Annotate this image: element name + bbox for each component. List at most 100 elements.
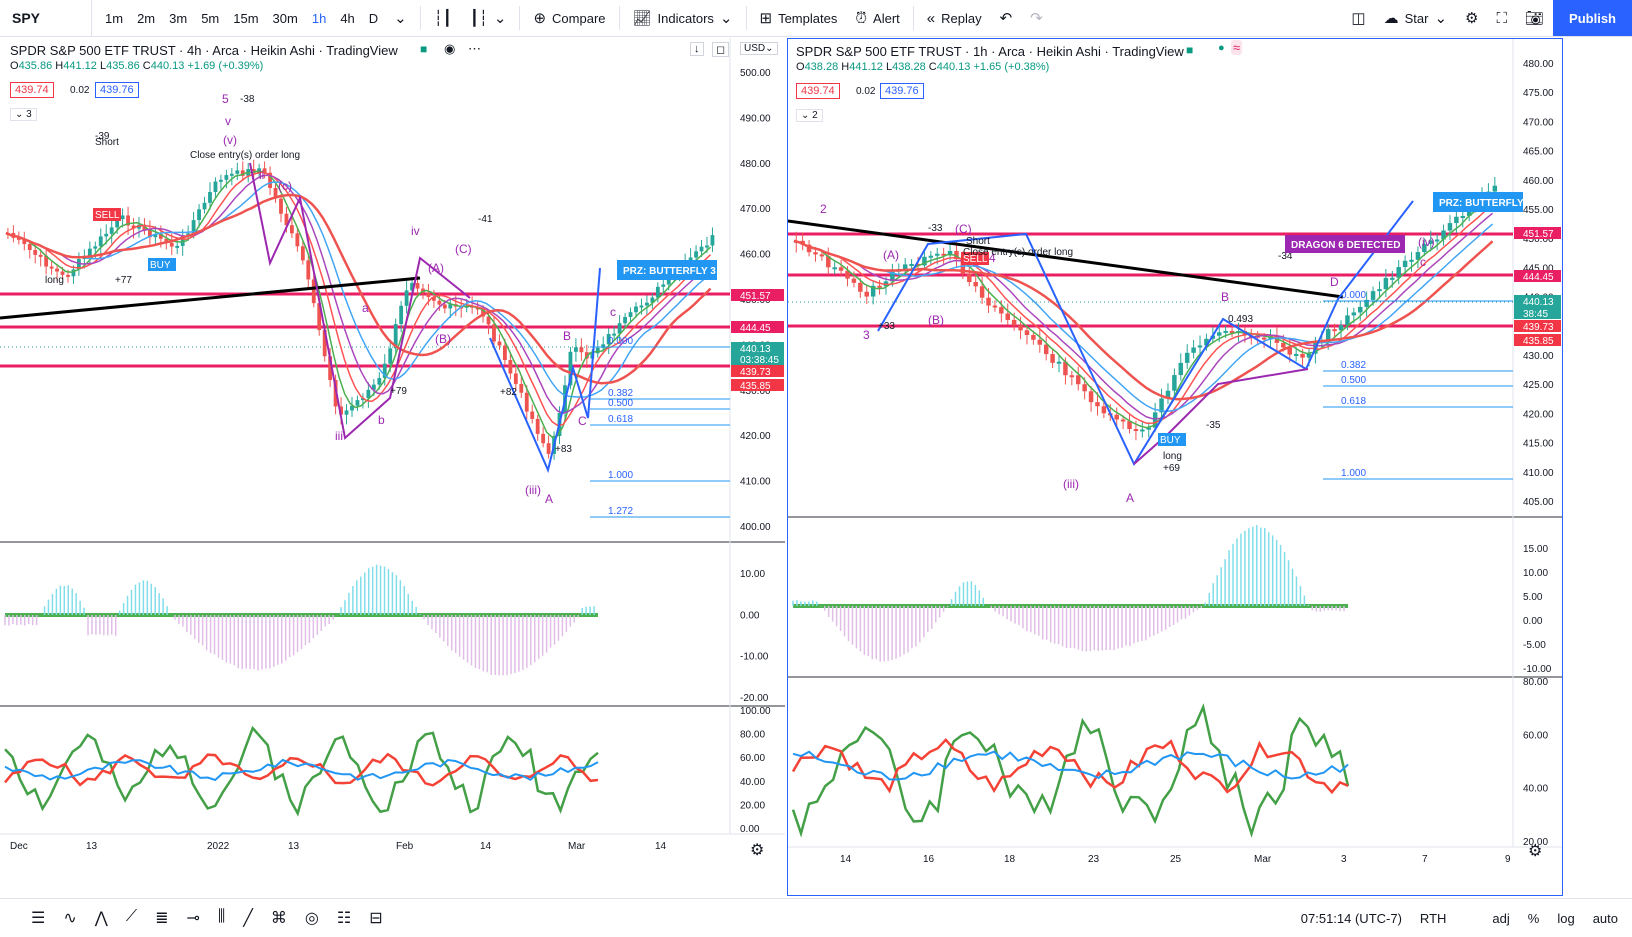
rsi-line xyxy=(4,758,599,782)
replay-button[interactable]: « Replay xyxy=(918,0,991,36)
horizontal-line-icon[interactable]: ⊸ xyxy=(186,910,200,927)
undo-button[interactable]: ↶ xyxy=(991,0,1022,36)
right-chart-canvas[interactable]: 480.00475.00470.00465.00460.00455.00450.… xyxy=(788,39,1562,895)
auto-toggle[interactable]: auto xyxy=(1592,910,1618,926)
trend-line-icon[interactable]: ⟋ xyxy=(125,908,138,925)
adj-toggle[interactable]: adj xyxy=(1492,910,1510,926)
fib-icon[interactable]: ≣ xyxy=(155,910,169,927)
line-icon[interactable]: ╱ xyxy=(243,910,253,927)
timeframe-15m[interactable]: 15m xyxy=(233,10,259,26)
time-axis-label: 25 xyxy=(1170,854,1182,865)
data-approx-icon[interactable]: ≈ xyxy=(1231,40,1243,55)
timeframe-5m[interactable]: 5m xyxy=(201,10,220,26)
symbol-search[interactable]: SPY xyxy=(0,0,92,36)
right-chart-panel[interactable]: 480.00 475.00 470.00 465.00 460.00 455.00 450.… xyxy=(787,38,1563,896)
chevron-down-icon: ⌄ xyxy=(765,43,774,54)
layout-name-button[interactable]: ☁︎ Star ⌄ xyxy=(1375,0,1456,36)
ruler-icon[interactable]: ⫼ xyxy=(217,908,226,925)
candle-body xyxy=(579,347,584,353)
currency-label: USD xyxy=(744,43,766,54)
timeframe-30m[interactable]: 30m xyxy=(272,10,298,26)
candle-body xyxy=(1018,325,1023,331)
scroll-down-button[interactable]: ↓ xyxy=(690,42,704,56)
maximize-pane-button[interactable]: ◻ xyxy=(712,42,730,57)
templates-button[interactable]: ⊞ Templates xyxy=(751,0,847,36)
wave-label: (v) xyxy=(223,133,237,147)
compare-button[interactable]: ⊕ Compare xyxy=(524,0,614,36)
candle-body xyxy=(639,305,644,308)
left-chart-panel[interactable]: 500.00490.00480.00470.00460.00450.00440.… xyxy=(0,38,785,896)
more-icon[interactable]: ⋯ xyxy=(468,41,481,56)
bid-price-box[interactable]: 439.74 xyxy=(796,83,840,99)
harmonic-pattern-line xyxy=(489,267,601,474)
candle-body xyxy=(1358,306,1363,313)
percent-toggle[interactable]: % xyxy=(1527,910,1540,926)
timeframe-3m[interactable]: 3m xyxy=(169,10,188,26)
timeframe-1h[interactable]: 1h xyxy=(311,10,327,26)
layout-button[interactable]: ◫ xyxy=(1342,0,1374,36)
candle-body xyxy=(1133,429,1139,432)
left-chart-title[interactable]: SPDR S&P 500 ETF TRUST · 4h · Arca · Hei… xyxy=(10,43,398,58)
abc-wave-icon[interactable]: ∿ xyxy=(63,910,77,927)
price-tag-box xyxy=(1514,270,1561,282)
candle-body xyxy=(999,307,1004,314)
candle-body xyxy=(1217,332,1222,336)
redo-button[interactable]: ↷ xyxy=(1021,0,1052,36)
session-toggle[interactable]: RTH xyxy=(1419,910,1447,926)
wave-label: a xyxy=(362,301,369,315)
measure-icon[interactable]: ⊟ xyxy=(369,910,383,927)
chart-settings-gear-icon[interactable]: ⚙︎ xyxy=(1528,843,1543,860)
bid-price-box[interactable]: 439.74 xyxy=(10,82,54,98)
candle-body xyxy=(399,305,404,325)
timeframe-2m[interactable]: 2m xyxy=(137,10,156,26)
snapshot-button[interactable]: 📷︎ xyxy=(1516,0,1553,36)
bar-style-button[interactable]: ┆┃ xyxy=(425,0,461,36)
left-chart-canvas[interactable]: 500.00490.00480.00470.00460.00450.00440.… xyxy=(0,38,785,896)
collapse-indicators-button[interactable]: ⌄ 2 xyxy=(796,109,823,122)
candle-body xyxy=(1076,375,1081,385)
log-toggle[interactable]: log xyxy=(1557,910,1575,926)
candle-body xyxy=(350,405,354,411)
chart-settings-gear-icon[interactable]: ⚙︎ xyxy=(750,842,765,859)
candle-body xyxy=(858,282,863,292)
time-axis-label: Mar xyxy=(568,841,586,852)
ohlc-high: 441.12 xyxy=(63,60,97,72)
right-chart-title[interactable]: SPDR S&P 500 ETF TRUST · 1h · Arca · Hei… xyxy=(796,44,1184,59)
pattern-icon[interactable]: ⌘ xyxy=(270,910,287,927)
chart-type-button[interactable]: ┃┆ ⌄ xyxy=(461,0,516,36)
candle-body xyxy=(1082,384,1087,392)
timeframe-4h[interactable]: 4h xyxy=(340,10,355,26)
moving-average-line xyxy=(793,195,1494,429)
candle-body xyxy=(49,266,54,269)
timeframe-D[interactable]: D xyxy=(368,10,379,26)
currency-button[interactable]: USD⌄ xyxy=(740,42,778,55)
candle-body xyxy=(1101,406,1107,414)
osc-axis-label: 5.00 xyxy=(1523,592,1543,603)
clock-time[interactable]: 07:51:14 (UTC-7) xyxy=(1300,910,1402,926)
elliott-wave-icon[interactable]: ⋀ xyxy=(94,910,108,927)
menu-icon[interactable]: ☰ xyxy=(31,910,46,927)
candle-body xyxy=(432,297,436,301)
alert-button[interactable]: ⏰︎ Alert xyxy=(846,0,908,36)
candle-body xyxy=(813,252,818,255)
interval-dropdown[interactable]: ⌄ xyxy=(385,0,416,36)
candle-body xyxy=(1300,353,1305,358)
prz-label-box xyxy=(617,260,717,280)
candle-body xyxy=(148,230,152,238)
eye-icon[interactable]: ◉ xyxy=(444,41,456,56)
timeframe-1m[interactable]: 1m xyxy=(105,10,124,26)
candle-body xyxy=(55,268,59,272)
indicators-button[interactable]: 📈︎ Indicators ⌄ xyxy=(624,0,742,36)
candle-body xyxy=(33,249,38,255)
forecast-icon[interactable]: ☷ xyxy=(336,910,352,927)
publish-button[interactable]: Publish xyxy=(1553,0,1632,36)
collapse-indicators-button[interactable]: ⌄ 3 xyxy=(10,108,37,121)
ask-price-box[interactable]: 439.76 xyxy=(880,83,924,99)
ask-price-box[interactable]: 439.76 xyxy=(95,82,139,98)
fullscreen-button[interactable]: ⛶ xyxy=(1487,0,1516,36)
settings-button[interactable]: ⚙︎ xyxy=(1456,0,1487,36)
candle-body xyxy=(191,220,196,234)
candle-body xyxy=(415,283,420,289)
time-axis-label: 13 xyxy=(86,841,98,852)
spiral-icon[interactable]: ◎ xyxy=(304,910,319,927)
